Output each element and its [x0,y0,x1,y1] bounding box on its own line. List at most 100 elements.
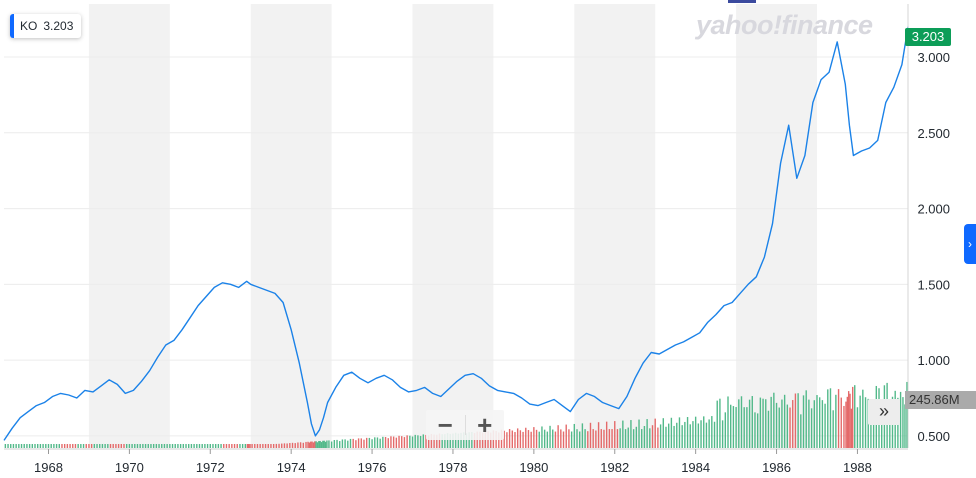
zoom-controls: − + [426,410,504,440]
volume-bar [69,444,71,448]
volume-bar [827,389,829,448]
volume-bar [719,398,721,448]
volume-bar [422,434,425,448]
x-tick-label: 1986 [762,460,791,475]
volume-bar [724,412,727,448]
volume-bar [85,444,87,448]
volume-bar [115,444,117,448]
volume-bar [318,441,320,448]
volume-bar [311,441,313,448]
volume-bar [310,441,312,448]
current-price-tag: 3.203 [905,28,951,46]
volume-bar [638,419,640,448]
y-tick-label: 2.500 [917,126,950,141]
volume-bar [802,395,805,448]
volume-bar [117,444,120,448]
volume-bar [792,400,794,448]
volume-bar [128,444,131,448]
volume-bar [433,434,435,448]
volume-bar [196,444,198,448]
volume-bar [365,437,368,448]
volume-bar [217,444,220,448]
volume-bar [630,420,632,448]
x-tick-label: 1988 [843,460,872,475]
volume-bar [341,439,344,448]
volume-bar [694,416,697,448]
volume-bar [249,444,251,448]
volume-bar [80,444,82,448]
x-axis: 1968 1970 1972 1974 1976 1978 1980 1982 1984 1986… [4,448,908,475]
volume-bar [667,423,670,448]
volume-bar [326,440,328,448]
volume-bar [430,433,433,448]
volume-bar [767,410,770,448]
volume-bar [193,444,195,448]
volume-bar [214,444,217,448]
volume-bar [339,441,341,448]
ticker-symbol: KO [20,19,38,33]
volume-bar [622,420,624,448]
x-tick-label: 1974 [277,460,306,475]
volume-bar [543,429,546,448]
volume-bar [120,444,122,448]
volume-bar [557,425,559,448]
volume-bar [899,391,902,448]
volume-bar [554,431,557,448]
volume-bar [473,433,476,448]
volume-bar [144,444,147,448]
volume-bar [565,424,567,448]
volume-bar [278,443,280,448]
volume-bar [746,407,748,448]
expand-chevron-icon[interactable]: » [868,399,900,425]
zoom-out-button[interactable]: − [437,409,453,440]
volume-bar [849,393,851,448]
zoom-in-button[interactable]: + [477,409,493,440]
volume-bar [452,433,454,448]
volume-bar [61,444,63,448]
volume-bar [403,437,406,448]
volume-bar [139,444,141,448]
volume-bar [840,397,842,448]
volume-bar [700,420,702,448]
volume-bar [721,420,724,448]
volume-bar [104,444,106,448]
volume-bar [600,429,602,448]
volume-bar [810,408,813,448]
volume-bar [411,436,414,448]
volume-bar [55,444,58,448]
x-tick-label: 1970 [115,460,144,475]
volume-bar [821,400,824,448]
year-band [412,4,494,448]
x-tick-label: 1972 [196,460,225,475]
volume-bar [316,442,319,448]
volume-bar [427,435,430,448]
volume-bar [392,436,395,448]
side-panel-toggle-icon[interactable]: › [964,224,976,264]
volume-bar [307,441,309,448]
volume-bar [587,431,589,448]
volume-bar [579,431,581,448]
volume-bar [209,444,211,448]
volume-bar [541,426,543,448]
volume-bar [781,399,783,448]
volume-bar [248,444,250,448]
volume-bar [10,444,12,448]
x-tick-label: 1976 [358,460,387,475]
volume-bar [906,381,908,448]
volume-bar [131,444,133,448]
volume-bar [592,429,594,448]
price-line-layer [3,26,909,441]
volume-bar [632,429,635,448]
volume-bar [446,433,449,448]
volume-bar [188,444,190,448]
volume-bar [23,444,25,448]
volume-bar [294,443,296,448]
volume-bar [527,430,530,448]
year-band [574,4,656,448]
volume-bar [286,443,288,448]
volume-bar [357,438,360,448]
ticker-badge[interactable]: KO 3.203 [10,14,82,38]
volume-bar [275,443,278,448]
volume-bar [727,396,729,448]
